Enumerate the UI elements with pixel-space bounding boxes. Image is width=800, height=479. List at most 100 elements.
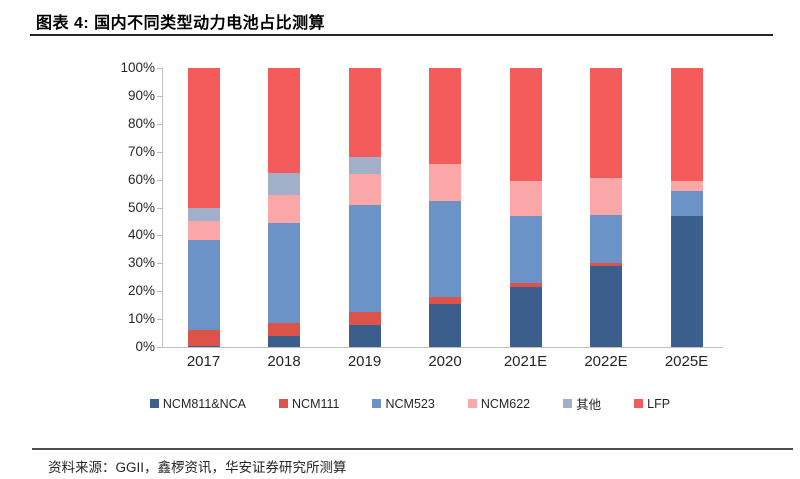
legend-item-其他: 其他 [563, 394, 601, 413]
chart-legend: NCM811&NCA NCM111 NCM523 NCM622 其他 LFP [60, 394, 760, 413]
legend-label: LFP [647, 396, 671, 411]
legend-swatch-icon [279, 399, 289, 408]
plot-area [162, 68, 723, 347]
bar-segment-NCM811&NCA-2020 [429, 303, 461, 347]
bar-segment-NCM523-2020 [429, 200, 461, 297]
legend-swatch-icon [467, 399, 477, 408]
legend-item-NCM111: NCM111 [279, 397, 339, 411]
legend-swatch-icon [634, 399, 644, 408]
y-tick-label: 90% [127, 87, 155, 103]
bar-segment-其他-2017 [187, 207, 220, 222]
y-tick-mark [157, 95, 162, 97]
bar-segment-NCM111-2018 [268, 323, 300, 336]
x-axis-label-2018: 2018 [267, 353, 301, 370]
bar-segment-LFP-2017 [187, 68, 220, 208]
y-tick-mark [157, 347, 162, 348]
y-tick-mark [157, 179, 162, 181]
bar-segment-NCM622-2019 [348, 174, 381, 205]
bar-segment-NCM622-2020 [429, 164, 461, 201]
bar-segment-LFP-2020 [429, 68, 461, 165]
y-axis-line [162, 68, 163, 348]
bar-segment-NCM111-2021E [509, 282, 542, 288]
y-tick-label: 80% [127, 115, 155, 131]
y-tick-label: 100% [120, 60, 155, 75]
legend-item-LFP: LFP [634, 397, 670, 411]
y-tick-label: 40% [127, 227, 155, 243]
bar-2022E [590, 68, 622, 347]
bar-segment-LFP-2018 [268, 68, 300, 173]
legend-swatch-icon [372, 399, 382, 408]
legend-label: NCM811&NCA [162, 396, 247, 411]
bar-segment-NCM111-2020 [429, 296, 461, 304]
legend-label: 其他 [576, 398, 602, 412]
chart-title: 图表 4: 国内不同类型动力电池占比测算 [36, 15, 326, 32]
bar-segment-NCM811&NCA-2017 [187, 345, 220, 347]
bar-2020 [429, 68, 461, 347]
bar-segment-LFP-2025E [670, 68, 703, 182]
legend-label: NCM111 [292, 396, 340, 411]
bar-segment-其他-2018 [268, 172, 300, 195]
source-note: 资料来源：GGII，鑫椤资讯，华安证券研究所测算 [48, 460, 347, 475]
y-tick-label: 10% [127, 311, 155, 327]
legend-label: NCM523 [385, 396, 435, 411]
bar-segment-NCM811&NCA-2025E [670, 215, 703, 347]
footer-divider [32, 448, 793, 450]
stacked-bar-chart: 0% 10% 20% 30% 40% 50% 60% 70% 80% 90% 100% 2017 20… [120, 60, 723, 412]
x-axis-baseline [162, 347, 723, 348]
y-tick-label: 70% [127, 143, 155, 159]
x-axis-label-2021E: 2021E [503, 353, 548, 370]
y-tick-mark [157, 291, 162, 293]
bar-segment-NCM811&NCA-2021E [509, 287, 542, 347]
bar-segment-NCM622-2022E [590, 178, 622, 215]
bar-segment-NCM523-2019 [348, 204, 381, 313]
legend-swatch-icon [563, 399, 573, 408]
bar-segment-NCM622-2018 [268, 194, 300, 223]
bar-segment-NCM111-2022E [590, 263, 622, 267]
bar-segment-NCM523-2022E [590, 214, 622, 264]
bar-segment-NCM111-2019 [348, 312, 381, 325]
y-tick-mark [157, 68, 162, 69]
bar-2018 [268, 68, 300, 347]
bar-segment-NCM523-2021E [509, 215, 542, 283]
bar-segment-NCM622-2025E [670, 181, 703, 191]
legend-item-NCM811&NCA: NCM811&NCA [149, 396, 247, 411]
bar-2021E [509, 68, 542, 347]
y-tick-mark [157, 207, 162, 209]
bar-segment-NCM811&NCA-2018 [268, 335, 300, 347]
bar-segment-LFP-2021E [509, 68, 542, 182]
y-tick-mark [157, 263, 162, 265]
bar-2019 [348, 68, 381, 347]
bar-segment-NCM523-2025E [670, 190, 703, 216]
bar-segment-LFP-2022E [590, 68, 622, 179]
bar-segment-NCM622-2021E [509, 181, 542, 216]
x-axis-label-2019: 2019 [347, 353, 382, 370]
y-tick-label: 50% [127, 199, 155, 215]
x-axis-label-2022E: 2022E [584, 353, 628, 370]
x-axis-label-2020: 2020 [428, 353, 462, 370]
bar-segment-NCM111-2017 [187, 330, 220, 346]
bar-segment-NCM622-2017 [187, 221, 220, 240]
legend-label: NCM622 [480, 396, 531, 411]
title-divider [30, 34, 773, 36]
bar-segment-NCM811&NCA-2019 [348, 324, 381, 347]
legend-item-NCM523: NCM523 [372, 396, 435, 411]
bar-segment-NCM811&NCA-2022E [590, 266, 622, 347]
y-tick-mark [157, 123, 162, 125]
bar-2017 [187, 68, 220, 347]
bar-segment-NCM523-2018 [268, 222, 300, 324]
y-tick-label: 30% [127, 255, 155, 271]
y-tick-mark [157, 235, 162, 237]
y-tick-label: 60% [127, 171, 155, 187]
bar-segment-NCM523-2017 [187, 239, 220, 331]
y-tick-label: 20% [127, 283, 155, 299]
y-tick-label: 0% [135, 339, 155, 354]
bar-segment-LFP-2019 [348, 68, 381, 158]
y-tick-mark [157, 151, 162, 153]
x-axis-label-2025E: 2025E [664, 353, 709, 370]
bar-segment-其他-2019 [348, 157, 381, 175]
y-tick-mark [157, 319, 162, 321]
x-axis-label-2017: 2017 [186, 353, 221, 370]
legend-swatch-icon [149, 399, 159, 408]
legend-item-NCM622: NCM622 [467, 396, 531, 411]
